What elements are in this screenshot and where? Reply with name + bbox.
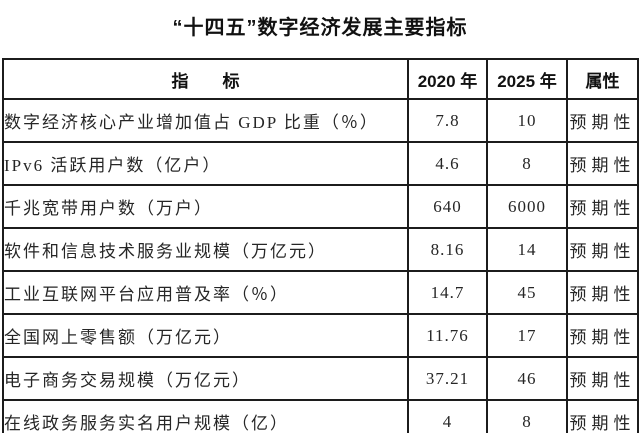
page-title: “十四五”数字经济发展主要指标 (172, 17, 468, 39)
value-2020-cell: 8.16 (407, 227, 488, 272)
value-2025-cell: 14 (486, 227, 568, 272)
indicator-cell: 电子商务交易规模（万亿元） (2, 356, 409, 401)
value-2025-cell: 10 (486, 98, 568, 143)
value-2020-cell: 7.8 (407, 98, 488, 143)
table-header-row: 指 标 2020 年 2025 年 属性 (2, 58, 639, 100)
attribute-cell: 预期性 (566, 270, 639, 315)
value-2025-cell: 8 (486, 399, 568, 433)
table-row: 全国网上零售额（万亿元） 11.76 17 预期性 (2, 313, 639, 358)
table-row: 工业互联网平台应用普及率（％） 14.7 45 预期性 (2, 270, 639, 315)
value-2025-cell: 45 (486, 270, 568, 315)
value-2020-cell: 4 (407, 399, 488, 433)
indicator-cell: 数字经济核心产业增加值占 GDP 比重（％） (2, 98, 409, 143)
header-cell-2020: 2020 年 (407, 58, 488, 100)
table-row: 在线政务服务实名用户规模（亿） 4 8 预期性 (2, 399, 639, 433)
value-2020-cell: 4.6 (407, 141, 488, 186)
table-row: IPv6 活跃用户数（亿户） 4.6 8 预期性 (2, 141, 639, 186)
value-2025-cell: 6000 (486, 184, 568, 229)
indicator-cell: 在线政务服务实名用户规模（亿） (2, 399, 409, 433)
indicator-cell: 全国网上零售额（万亿元） (2, 313, 409, 358)
table-row: 软件和信息技术服务业规模（万亿元） 8.16 14 预期性 (2, 227, 639, 272)
header-cell-attribute: 属性 (566, 58, 639, 100)
indicators-table: 指 标 2020 年 2025 年 属性 数字经济核心产业增加值占 GDP 比重… (2, 58, 639, 433)
value-2020-cell: 640 (407, 184, 488, 229)
table-row: 数字经济核心产业增加值占 GDP 比重（％） 7.8 10 预期性 (2, 98, 639, 143)
attribute-cell: 预期性 (566, 356, 639, 401)
attribute-cell: 预期性 (566, 184, 639, 229)
header-cell-2025: 2025 年 (486, 58, 568, 100)
attribute-cell: 预期性 (566, 141, 639, 186)
attribute-cell: 预期性 (566, 313, 639, 358)
indicator-cell: 软件和信息技术服务业规模（万亿元） (2, 227, 409, 272)
value-2020-cell: 11.76 (407, 313, 488, 358)
header-cell-indicator: 指 标 (2, 58, 409, 100)
attribute-cell: 预期性 (566, 399, 639, 433)
table-row: 千兆宽带用户数（万户） 640 6000 预期性 (2, 184, 639, 229)
value-2020-cell: 37.21 (407, 356, 488, 401)
table-row: 电子商务交易规模（万亿元） 37.21 46 预期性 (2, 356, 639, 401)
indicator-cell: 工业互联网平台应用普及率（％） (2, 270, 409, 315)
value-2025-cell: 17 (486, 313, 568, 358)
value-2025-cell: 46 (486, 356, 568, 401)
value-2025-cell: 8 (486, 141, 568, 186)
attribute-cell: 预期性 (566, 98, 639, 143)
indicator-cell: IPv6 活跃用户数（亿户） (2, 141, 409, 186)
indicator-cell: 千兆宽带用户数（万户） (2, 184, 409, 229)
attribute-cell: 预期性 (566, 227, 639, 272)
value-2020-cell: 14.7 (407, 270, 488, 315)
